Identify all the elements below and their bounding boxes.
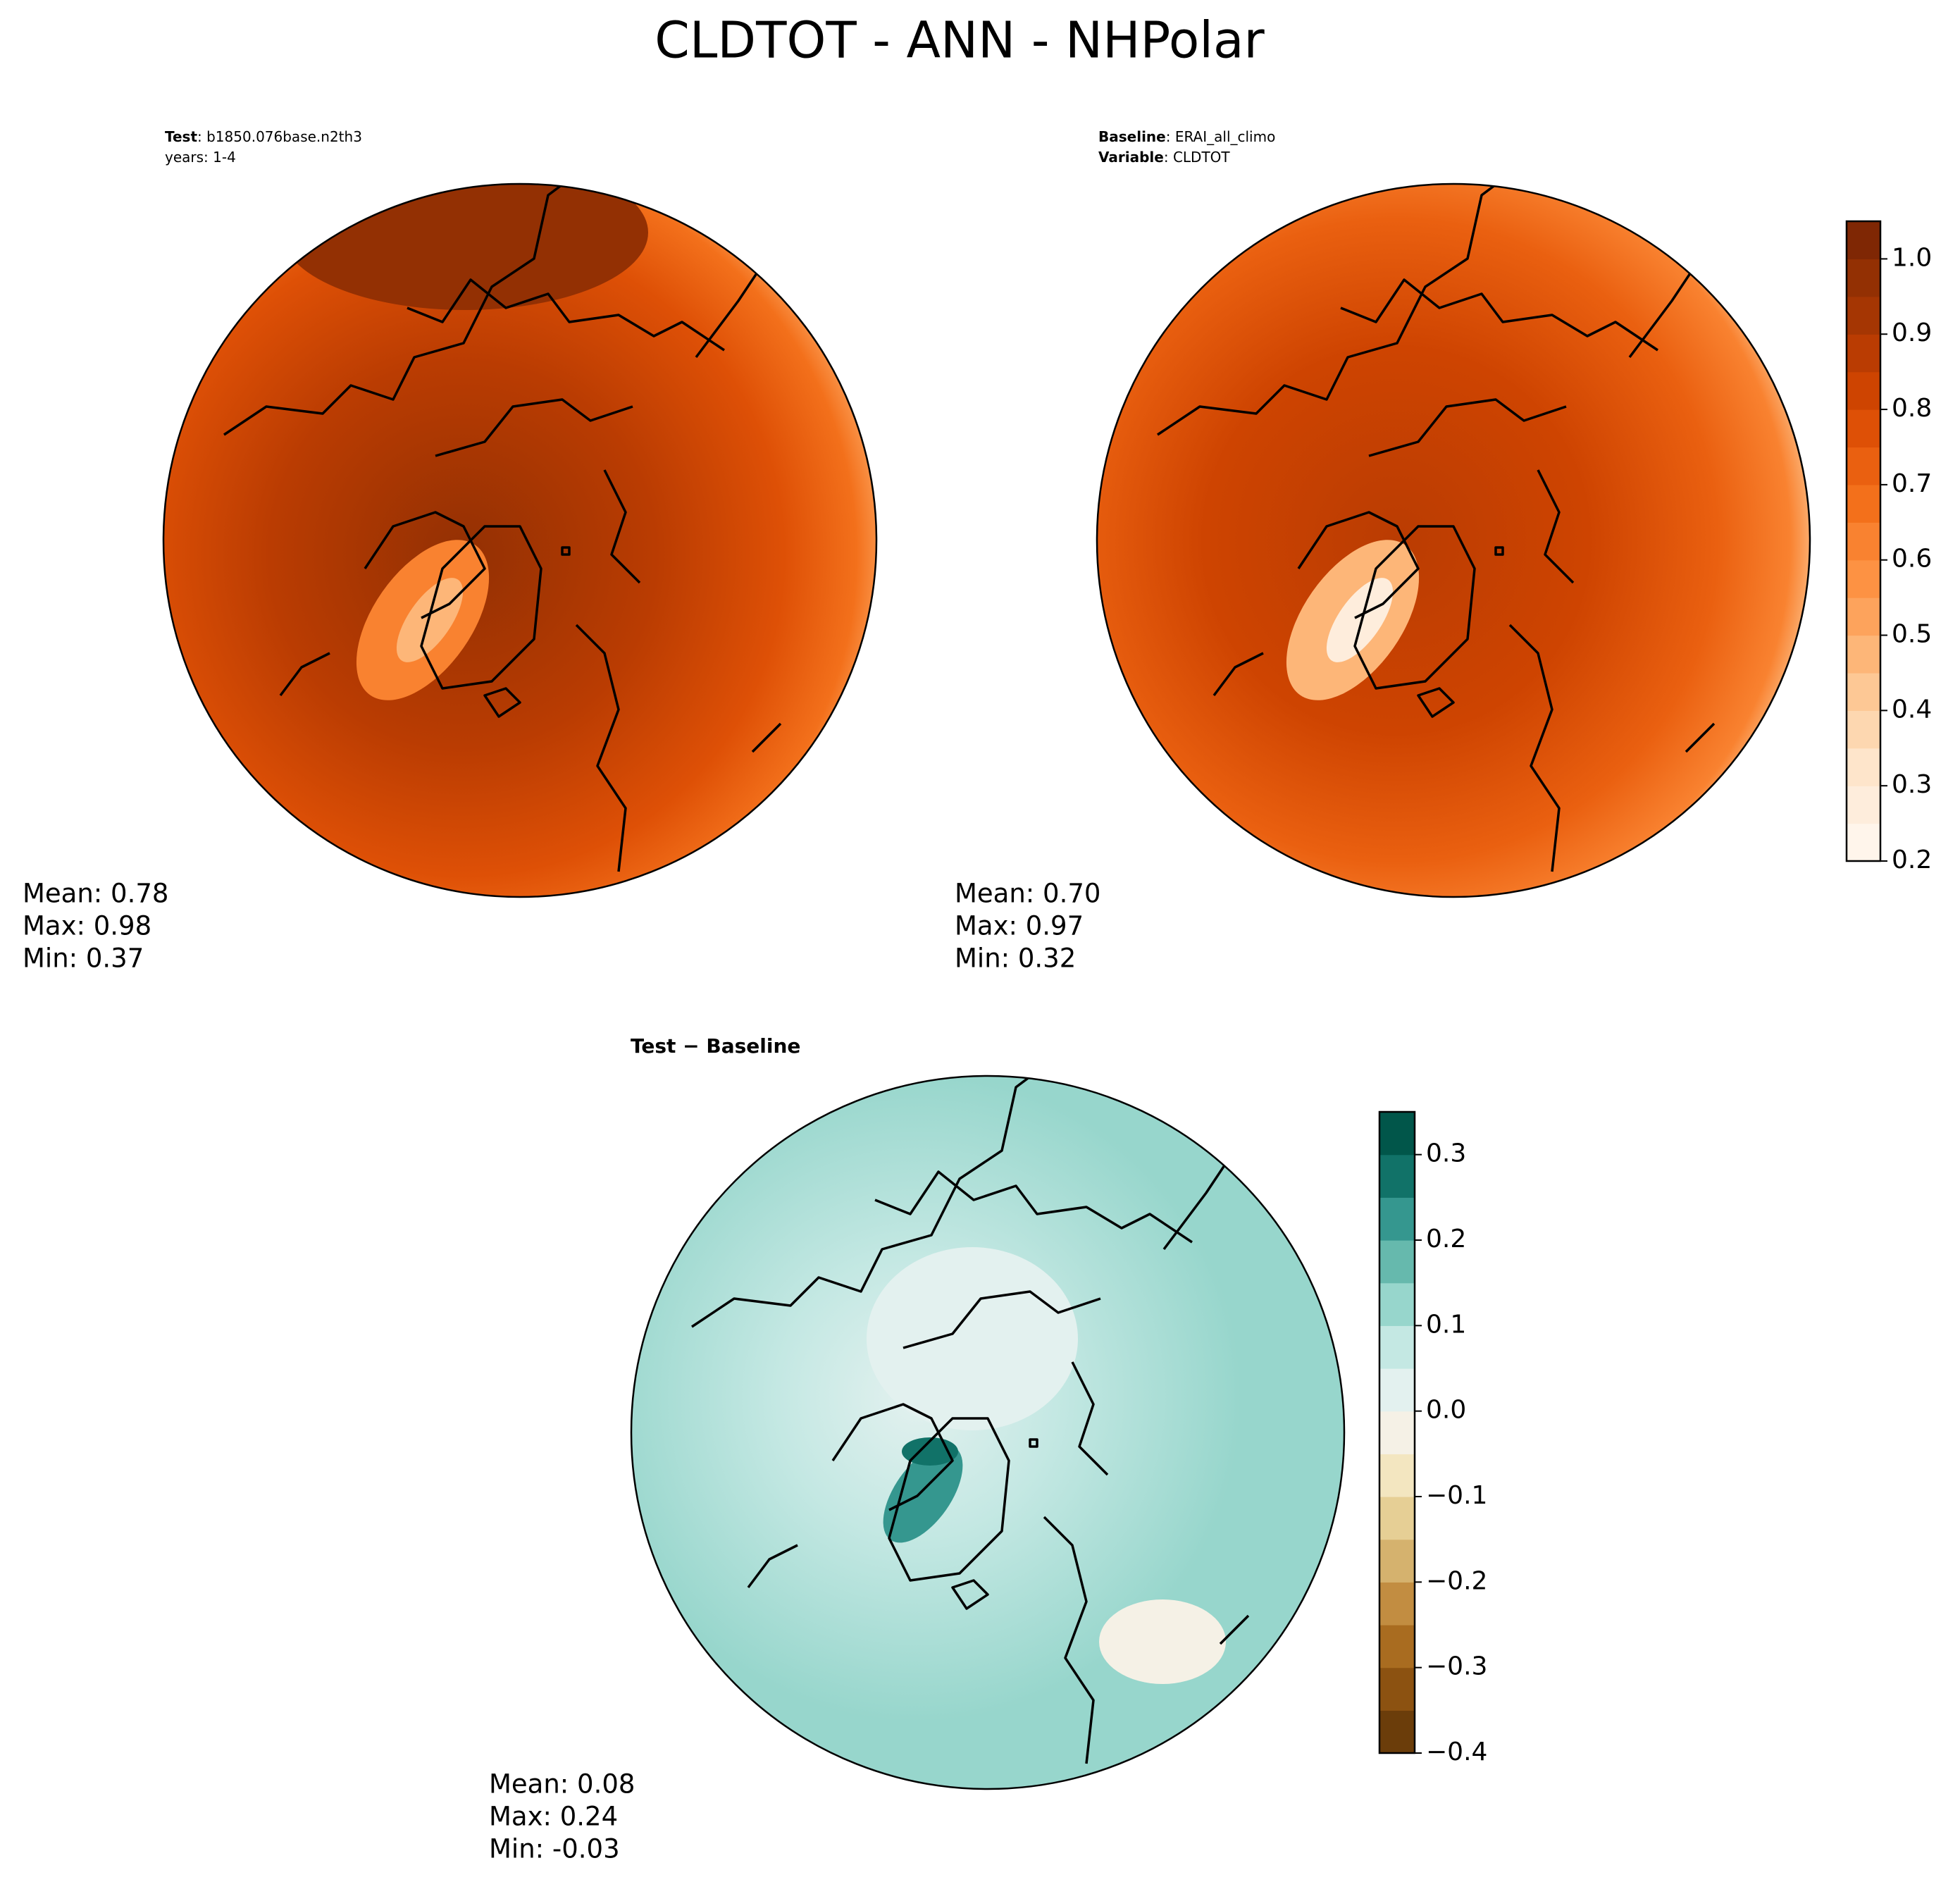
colorbar-tick-label: −0.1 xyxy=(1426,1481,1487,1510)
stat-line: Mean: 0.78 xyxy=(23,879,168,909)
stat-line: Max: 0.97 xyxy=(955,911,1084,941)
colorbar-segment xyxy=(1379,1710,1415,1754)
header-label: Test − Baseline xyxy=(631,1034,800,1058)
colorbar-segment xyxy=(1847,259,1880,297)
colorbar-segment xyxy=(1379,1325,1415,1369)
stat-line: Mean: 0.70 xyxy=(955,879,1100,909)
colorbar-segment xyxy=(1379,1454,1415,1497)
panel-header: years: 1-4 xyxy=(165,149,236,166)
header-label: Test xyxy=(165,128,197,145)
stat-line: Min: 0.32 xyxy=(955,943,1076,974)
map-test xyxy=(162,182,878,898)
colorbar-segment xyxy=(1379,1582,1415,1626)
colorbar-segment xyxy=(1847,296,1880,335)
colorbar-tick-label: 0.7 xyxy=(1892,469,1932,498)
stat-line: Mean: 0.08 xyxy=(489,1769,635,1800)
stat-line: Max: 0.98 xyxy=(23,911,151,941)
colorbar-tick-label: 0.1 xyxy=(1426,1310,1466,1339)
colorbar-segment xyxy=(1379,1112,1415,1156)
colorbar-segment xyxy=(1379,1667,1415,1711)
stat-line: Min: -0.03 xyxy=(489,1834,620,1864)
colorbar-segment xyxy=(1379,1240,1415,1284)
colorbar-segment xyxy=(1847,559,1880,598)
colorbar-segment xyxy=(1847,710,1880,749)
colorbar-tick-label: 0.2 xyxy=(1892,846,1932,874)
colorbar-segment xyxy=(1847,786,1880,824)
header-text: : b1850.076base.n2th3 xyxy=(197,128,362,145)
colorbar-segment xyxy=(1847,371,1880,410)
map-baseline xyxy=(1096,182,1811,898)
header-text: years: 1-4 xyxy=(165,149,236,166)
colorbar-segment xyxy=(1379,1154,1415,1198)
panel-header: Test: b1850.076base.n2th3 xyxy=(165,128,362,145)
colorbar-segment xyxy=(1379,1497,1415,1540)
colorbar-frame xyxy=(1378,1110,1416,1754)
stat-line: Min: 0.37 xyxy=(23,943,144,974)
colorbar-segment xyxy=(1379,1625,1415,1669)
colorbar-segment xyxy=(1379,1539,1415,1583)
colorbar-segment xyxy=(1379,1368,1415,1412)
colorbar-segment xyxy=(1847,221,1880,260)
colorbar-tick-label: 0.4 xyxy=(1892,695,1932,724)
panel-header: Baseline: ERAI_all_climo xyxy=(1098,128,1275,145)
colorbar-segment xyxy=(1847,748,1880,786)
header-text: : ERAI_all_climo xyxy=(1166,128,1276,145)
panel-header: Test − Baseline xyxy=(631,1034,800,1058)
colorbar-tick-label: 0.3 xyxy=(1892,770,1932,799)
header-text: : CLDTOT xyxy=(1164,149,1231,166)
colorbar-tick-label: 0.5 xyxy=(1892,620,1932,649)
colorbar-segment xyxy=(1379,1411,1415,1454)
map-difference xyxy=(630,1075,1346,1790)
colorbar-segment xyxy=(1847,334,1880,373)
colorbar-segment xyxy=(1379,1197,1415,1241)
colorbar-segment xyxy=(1847,484,1880,523)
colorbar-segment xyxy=(1847,522,1880,561)
colorbar-segment xyxy=(1847,409,1880,448)
colorbar-segment xyxy=(1847,672,1880,711)
stat-line: Max: 0.24 xyxy=(489,1802,618,1832)
colorbar-tick-label: −0.2 xyxy=(1426,1566,1487,1595)
colorbar-segment xyxy=(1847,598,1880,636)
colorbar-tick-label: 0.0 xyxy=(1426,1396,1466,1425)
colorbar-segment xyxy=(1379,1282,1415,1326)
colorbar-segment xyxy=(1847,635,1880,674)
colorbar-segment xyxy=(1847,823,1880,862)
colorbar-tick-label: −0.3 xyxy=(1426,1652,1487,1681)
colorbar-frame xyxy=(1845,220,1882,862)
figure-title: CLDTOT - ANN - NHPolar xyxy=(655,11,1265,70)
header-label: Baseline xyxy=(1098,128,1166,145)
colorbar-tick-label: 0.3 xyxy=(1426,1139,1466,1168)
colorbar-tick-label: 0.8 xyxy=(1892,394,1932,423)
colorbar-tick-label: 1.0 xyxy=(1892,243,1932,272)
panel-header: Variable: CLDTOT xyxy=(1098,149,1230,166)
colorbar-tick-label: 0.6 xyxy=(1892,545,1932,574)
header-label: Variable xyxy=(1098,149,1164,166)
colorbar-tick-label: 0.9 xyxy=(1892,318,1932,347)
colorbar-segment xyxy=(1847,447,1880,485)
colorbar-tick-label: −0.4 xyxy=(1426,1738,1487,1766)
colorbar-tick-label: 0.2 xyxy=(1426,1225,1466,1253)
